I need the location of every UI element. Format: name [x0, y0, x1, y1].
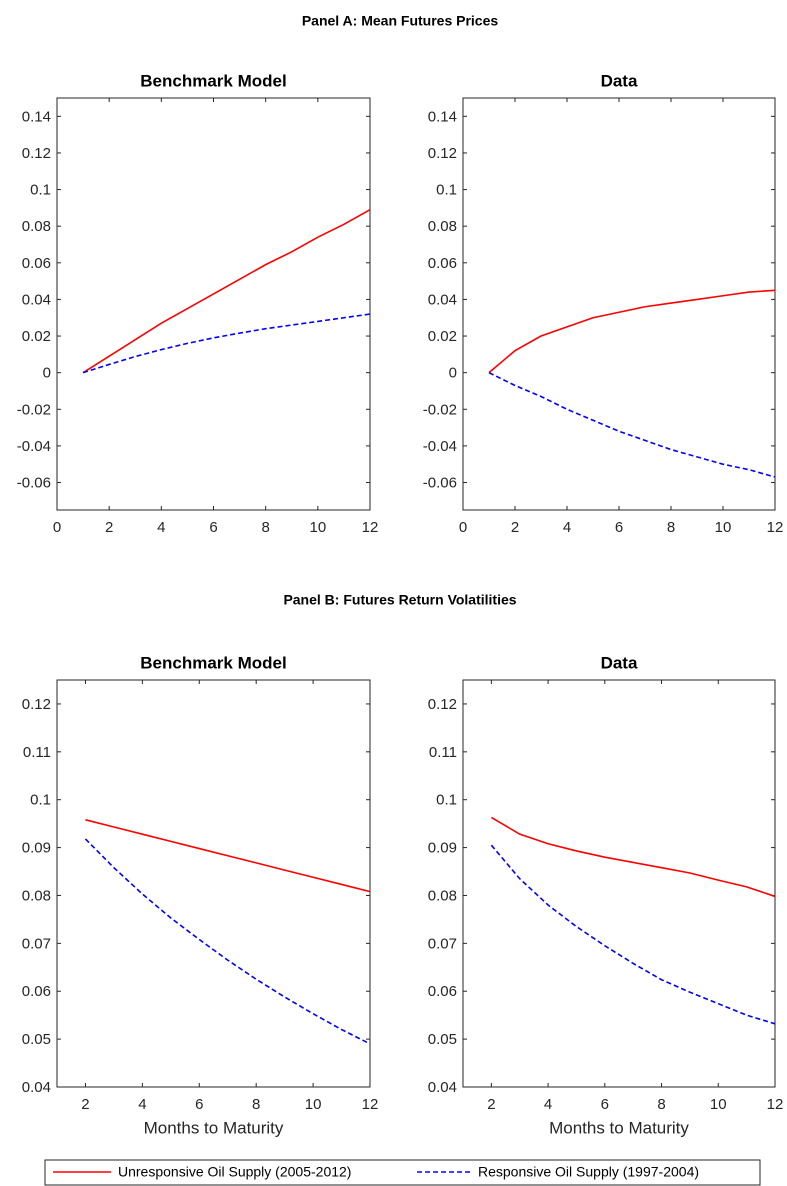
x-tick-label: 4	[544, 1096, 552, 1113]
x-axis-label: Months to Maturity	[144, 1118, 284, 1137]
x-tick-label: 12	[767, 1096, 784, 1113]
y-tick-label: -0.06	[17, 475, 51, 492]
y-tick-label: 0.05	[428, 1031, 457, 1048]
y-tick-label: -0.02	[423, 401, 457, 418]
y-tick-label: 0.08	[22, 218, 51, 235]
y-tick-label: 0.02	[428, 328, 457, 345]
x-tick-label: 10	[710, 1096, 727, 1113]
y-tick-label: 0	[449, 365, 457, 382]
x-axis-label: Months to Maturity	[549, 1118, 689, 1137]
axes-box	[56, 679, 371, 1088]
y-tick-label: 0.12	[428, 696, 457, 713]
x-tick-label: 6	[209, 519, 217, 536]
data-line	[488, 371, 776, 478]
x-tick-label: 2	[81, 1096, 89, 1113]
x-tick-label: 10	[305, 1096, 322, 1113]
y-tick-label: 0.04	[428, 1079, 457, 1096]
axes-title: Benchmark Model	[140, 653, 286, 672]
x-tick-label: 12	[362, 1096, 379, 1113]
legend-label: Unresponsive Oil Supply (2005-2012)	[118, 1164, 351, 1180]
x-tick-label: 6	[615, 519, 623, 536]
data-line	[85, 819, 371, 893]
y-tick-label: 0.08	[22, 887, 51, 904]
y-tick-label: 0.06	[22, 983, 51, 1000]
axes-box	[56, 97, 371, 511]
y-tick-label: 0	[43, 365, 51, 382]
x-tick-label: 10	[715, 519, 732, 536]
x-tick-label: 4	[157, 519, 165, 536]
data-line	[490, 844, 776, 1025]
axes-box	[462, 679, 776, 1088]
x-tick-label: 0	[459, 519, 467, 536]
y-tick-label: 0.12	[22, 696, 51, 713]
y-tick-label: 0.1	[30, 182, 51, 199]
y-tick-label: -0.04	[17, 438, 51, 455]
x-tick-label: 2	[487, 1096, 495, 1113]
y-tick-label: 0.04	[22, 291, 51, 308]
panel-title: Panel B: Futures Return Volatilities	[283, 592, 516, 608]
x-tick-label: 8	[657, 1096, 665, 1113]
y-tick-label: -0.02	[17, 401, 51, 418]
y-tick-label: 0.04	[428, 291, 457, 308]
y-tick-label: 0.1	[436, 792, 457, 809]
y-tick-label: 0.1	[436, 182, 457, 199]
x-tick-label: 8	[667, 519, 675, 536]
y-tick-label: 0.06	[22, 255, 51, 272]
y-tick-label: 0.08	[428, 218, 457, 235]
x-tick-label: 4	[138, 1096, 146, 1113]
y-tick-label: 0.12	[428, 145, 457, 162]
x-tick-label: 12	[362, 519, 379, 536]
y-tick-label: 0.04	[22, 1079, 51, 1096]
y-tick-label: -0.04	[423, 438, 457, 455]
y-tick-label: -0.06	[423, 475, 457, 492]
y-tick-label: 0.06	[428, 255, 457, 272]
axes-title: Data	[601, 653, 638, 672]
axes-title: Benchmark Model	[140, 71, 286, 90]
y-tick-label: 0.12	[22, 145, 51, 162]
x-tick-label: 2	[105, 519, 113, 536]
y-tick-label: 0.14	[22, 108, 51, 125]
y-tick-label: 0.07	[428, 935, 457, 952]
y-tick-label: 0.11	[429, 744, 457, 761]
x-tick-label: 10	[309, 519, 326, 536]
x-tick-label: 0	[53, 519, 61, 536]
y-tick-label: 0.11	[23, 744, 51, 761]
data-line	[490, 816, 776, 898]
data-line	[84, 838, 371, 1045]
y-tick-label: 0.08	[428, 887, 457, 904]
legend-label: Responsive Oil Supply (1997-2004)	[478, 1164, 699, 1180]
y-tick-label: 0.09	[428, 840, 457, 857]
y-tick-label: 0.02	[22, 328, 51, 345]
x-tick-label: 12	[767, 519, 784, 536]
axes-title: Data	[601, 71, 638, 90]
y-tick-label: 0.09	[22, 840, 51, 857]
x-tick-label: 2	[511, 519, 519, 536]
x-tick-label: 8	[261, 519, 269, 536]
axes-box	[462, 97, 776, 511]
y-tick-label: 0.14	[428, 108, 457, 125]
y-tick-label: 0.07	[22, 935, 51, 952]
panel-title: Panel A: Mean Futures Prices	[302, 13, 499, 29]
data-line	[82, 313, 371, 374]
data-line	[82, 209, 371, 374]
x-tick-label: 8	[252, 1096, 260, 1113]
x-tick-label: 4	[563, 519, 571, 536]
x-tick-label: 6	[601, 1096, 609, 1113]
data-line	[488, 289, 776, 374]
y-tick-label: 0.06	[428, 983, 457, 1000]
y-tick-label: 0.05	[22, 1031, 51, 1048]
legend-box	[44, 1159, 761, 1186]
y-tick-label: 0.1	[30, 792, 51, 809]
x-tick-label: 6	[195, 1096, 203, 1113]
